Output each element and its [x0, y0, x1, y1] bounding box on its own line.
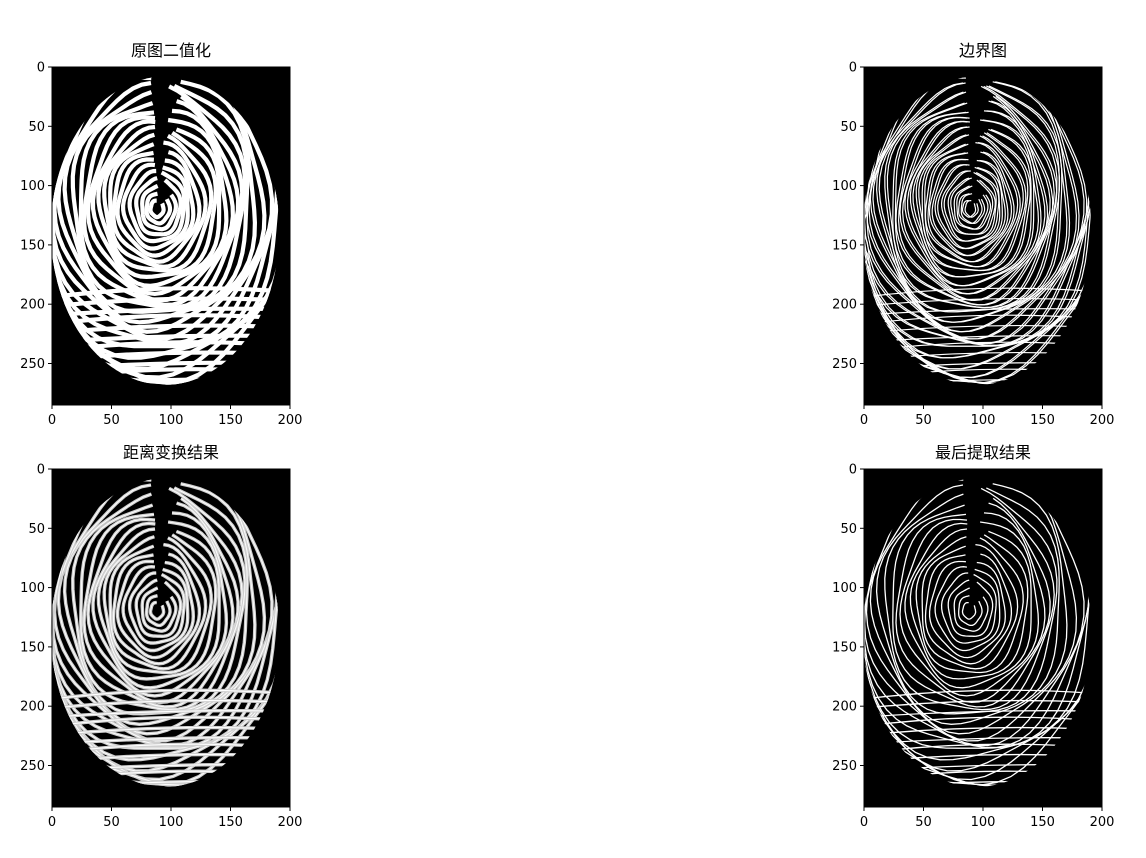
- x-tick-label: 150: [218, 413, 243, 428]
- panel-title: 边界图: [958, 41, 1007, 60]
- fingerprint-plot: 0 50 100 150 200 0 50 100 150 200 250: [832, 61, 1114, 429]
- y-tick: 100: [20, 581, 52, 596]
- y-tick-label: 0: [37, 61, 45, 76]
- x-tick: 100: [971, 807, 996, 830]
- x-tick: 100: [159, 405, 184, 428]
- y-tick-label: 50: [28, 522, 45, 537]
- y-tick: 250: [20, 357, 52, 372]
- x-tick-label: 100: [971, 413, 996, 428]
- x-tick: 150: [1030, 807, 1055, 830]
- y-tick: 200: [20, 700, 52, 715]
- y-tick-label: 50: [28, 120, 45, 135]
- fingerprint-plot: 0 50 100 150 200 0 50 100 150 200 250: [20, 463, 302, 831]
- y-tick-label: 150: [832, 238, 857, 253]
- x-tick: 0: [48, 807, 56, 830]
- y-tick: 50: [28, 120, 52, 135]
- y-tick: 100: [20, 179, 52, 194]
- y-tick-label: 100: [20, 581, 45, 596]
- x-tick: 200: [278, 807, 303, 830]
- panel-title: 距离变换结果: [122, 443, 219, 462]
- x-tick-label: 100: [971, 815, 996, 830]
- fingerprint-plot: 0 50 100 150 200 0 50 100 150 200 250: [832, 463, 1114, 831]
- x-tick-label: 0: [48, 815, 56, 830]
- x-tick: 150: [218, 807, 243, 830]
- x-tick-label: 50: [915, 413, 932, 428]
- panel-title: 原图二值化: [130, 41, 211, 60]
- x-tick-label: 50: [103, 413, 120, 428]
- x-tick: 100: [159, 807, 184, 830]
- y-tick: 0: [849, 61, 864, 76]
- y-tick-label: 250: [832, 357, 857, 372]
- x-tick: 50: [103, 405, 120, 428]
- x-tick-label: 0: [860, 815, 868, 830]
- y-tick: 100: [832, 581, 864, 596]
- y-tick-label: 0: [849, 61, 857, 76]
- y-tick-label: 100: [832, 581, 857, 596]
- y-tick-label: 200: [832, 298, 857, 313]
- y-tick: 50: [28, 522, 52, 537]
- y-tick-label: 50: [840, 120, 857, 135]
- y-tick: 150: [20, 640, 52, 655]
- y-tick: 50: [840, 120, 864, 135]
- x-tick: 0: [860, 405, 868, 428]
- y-tick-label: 150: [20, 640, 45, 655]
- y-tick: 0: [849, 463, 864, 478]
- y-tick-label: 50: [840, 522, 857, 537]
- y-tick-label: 200: [832, 700, 857, 715]
- x-tick: 0: [860, 807, 868, 830]
- y-tick-label: 0: [849, 463, 857, 478]
- x-tick: 200: [1090, 405, 1115, 428]
- y-tick: 250: [20, 759, 52, 774]
- x-tick: 0: [48, 405, 56, 428]
- x-tick-label: 0: [860, 413, 868, 428]
- y-tick: 200: [832, 700, 864, 715]
- x-tick: 100: [971, 405, 996, 428]
- x-tick: 150: [1030, 405, 1055, 428]
- y-tick: 250: [832, 759, 864, 774]
- x-tick-label: 150: [1030, 413, 1055, 428]
- y-tick: 150: [832, 238, 864, 253]
- y-tick-label: 100: [20, 179, 45, 194]
- y-tick: 150: [832, 640, 864, 655]
- y-tick-label: 250: [20, 759, 45, 774]
- x-tick: 200: [1090, 807, 1115, 830]
- x-tick: 200: [278, 405, 303, 428]
- x-tick-label: 150: [218, 815, 243, 830]
- x-tick-label: 50: [103, 815, 120, 830]
- x-tick-label: 200: [278, 413, 303, 428]
- x-tick-label: 100: [159, 815, 184, 830]
- y-tick-label: 250: [20, 357, 45, 372]
- x-tick: 50: [915, 405, 932, 428]
- y-tick-label: 150: [20, 238, 45, 253]
- x-tick: 150: [218, 405, 243, 428]
- y-tick: 200: [20, 298, 52, 313]
- x-tick: 50: [915, 807, 932, 830]
- y-tick-label: 200: [20, 700, 45, 715]
- x-tick: 50: [103, 807, 120, 830]
- y-tick: 250: [832, 357, 864, 372]
- y-tick-label: 250: [832, 759, 857, 774]
- y-tick: 50: [840, 522, 864, 537]
- y-tick: 0: [37, 463, 52, 478]
- x-tick-label: 100: [159, 413, 184, 428]
- x-tick-label: 0: [48, 413, 56, 428]
- fingerprint-plot: 0 50 100 150 200 0 50 100 150 200 250: [20, 61, 302, 429]
- y-tick-label: 0: [37, 463, 45, 478]
- x-tick-label: 200: [278, 815, 303, 830]
- y-tick-label: 150: [832, 640, 857, 655]
- y-tick: 200: [832, 298, 864, 313]
- y-tick-label: 100: [832, 179, 857, 194]
- x-tick-label: 50: [915, 815, 932, 830]
- x-tick-label: 200: [1090, 815, 1115, 830]
- y-tick: 100: [832, 179, 864, 194]
- y-tick: 0: [37, 61, 52, 76]
- y-tick: 150: [20, 238, 52, 253]
- y-tick-label: 200: [20, 298, 45, 313]
- x-tick-label: 200: [1090, 413, 1115, 428]
- panel-title: 最后提取结果: [934, 443, 1031, 462]
- x-tick-label: 150: [1030, 815, 1055, 830]
